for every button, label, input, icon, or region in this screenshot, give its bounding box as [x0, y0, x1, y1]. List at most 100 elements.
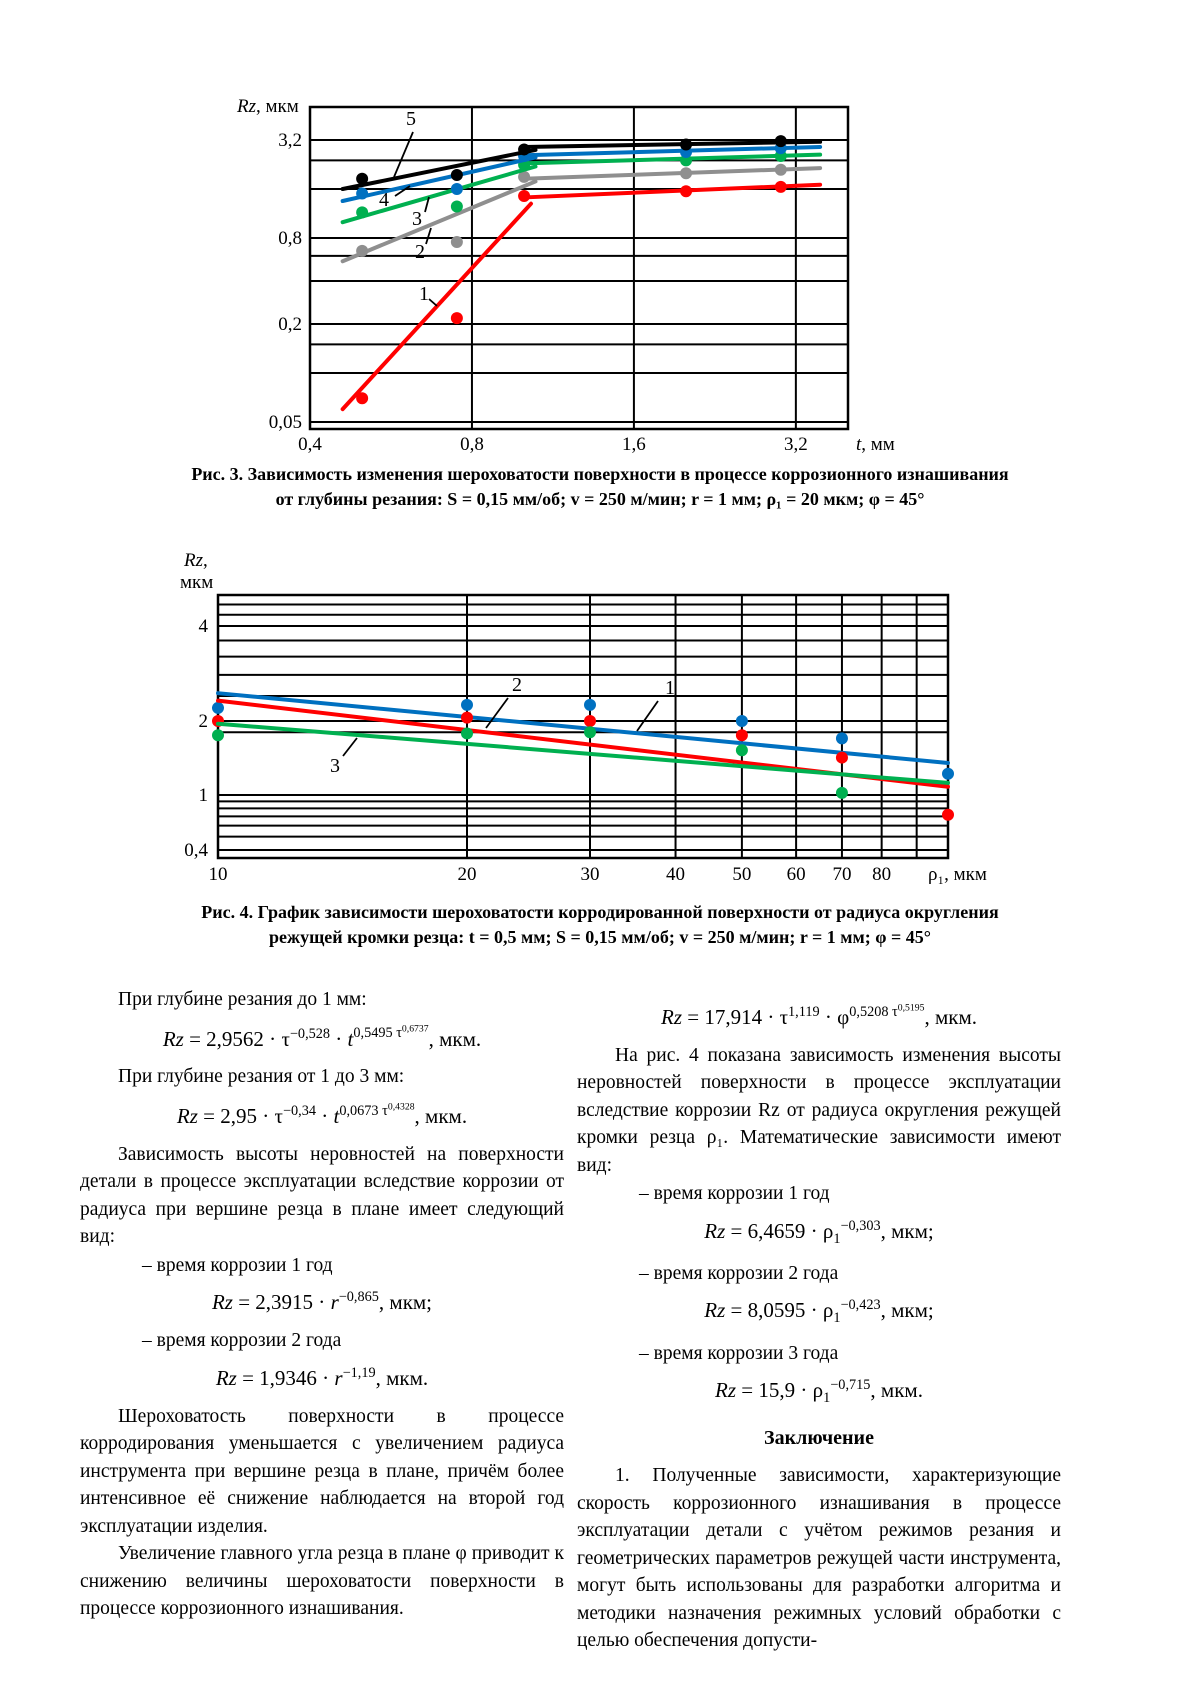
- formula-part: 0,6737: [401, 1023, 429, 1035]
- formula-part: r: [334, 1365, 343, 1390]
- series-5-pointer-line: [393, 131, 414, 178]
- series-2-point: [461, 711, 473, 724]
- formula-part: Rz: [211, 1290, 233, 1314]
- y-tick-label: 0,05: [269, 412, 302, 433]
- formula-rz-depth-1-3mm: Rz = 2,95 · τ−0,34 · t0,0673 τ0,4328, мк…: [80, 1101, 564, 1129]
- right-column: Rz = 17,914 · τ1,119 · φ0,5208 τ0,5195, …: [577, 986, 1061, 1655]
- formula-sub: 1: [833, 1311, 840, 1327]
- formula-sup: 1,119: [788, 1004, 820, 1020]
- figure4-svg: 10 20 30 40 50 60 70 80 4 2 1 0,4 Rz,мкм ρ₁, мкм 2 1 3: [180, 550, 987, 885]
- x-tick-label: 0,8: [460, 434, 484, 455]
- formula-part: 0,4328: [387, 1100, 415, 1112]
- series-4-pointer-label: 4: [379, 189, 389, 211]
- x-tick-label: 10: [209, 864, 228, 885]
- conclusion-heading: Заключение: [764, 1427, 874, 1450]
- series-3-trendline: [522, 152, 823, 166]
- formula-part: 0,0673: [339, 1102, 383, 1119]
- formula-part: −0,715: [830, 1377, 871, 1394]
- x-tick-label: 0,4: [298, 434, 322, 455]
- formula-part: ·: [330, 1026, 348, 1051]
- series-2-trendline: [340, 179, 538, 264]
- series-3-point: [212, 729, 224, 742]
- series-1-trendline: [340, 201, 533, 412]
- formula-part: t: [333, 1103, 340, 1128]
- paragraph: При глубине резания до 1 мм:: [118, 989, 367, 1010]
- formula-rz-rho-year2: Rz = 8,0595 · ρ1−0,423, мкм;: [577, 1297, 1061, 1327]
- series-3-pointer-line: [424, 196, 430, 213]
- formula-sup: −0,423: [840, 1297, 880, 1313]
- formula-part: = 1,9346 ·: [236, 1365, 335, 1390]
- formula-part: 0,5195: [897, 1002, 925, 1013]
- y-tick-label: 0,4: [184, 840, 208, 861]
- series-5-trendline: [340, 147, 538, 191]
- series-1-point: [518, 189, 531, 202]
- formula-part: −0,303: [840, 1217, 881, 1234]
- formula-rz-rho-year3: Rz = 15,9 · ρ1−0,715, мкм.: [577, 1377, 1061, 1407]
- formula-part: 1,119: [788, 1003, 820, 1020]
- series-1-point: [735, 715, 748, 727]
- series-5-point: [518, 143, 531, 156]
- series-4-point: [356, 187, 369, 200]
- formula-sub: 1: [823, 1390, 830, 1406]
- formula-part: = 2,95 ·: [197, 1103, 275, 1128]
- series-3-point: [680, 154, 693, 167]
- formula-part: 1: [833, 1230, 841, 1247]
- figure4-chart: 10 20 30 40 50 60 70 80 4 2 1 0,4 Rz, мкм ρ₁, мкм 2 1 3: [140, 538, 1020, 895]
- series-1-pointer-line: [636, 700, 659, 732]
- series-2-pointer-label: 2: [512, 674, 522, 696]
- formula-part: r: [330, 1290, 339, 1314]
- series-2-point: [450, 236, 463, 249]
- series-3-point: [461, 727, 473, 740]
- formula-part: Rz: [162, 1026, 184, 1051]
- list-item: – время коррозии 1 год: [639, 1183, 830, 1205]
- series-1-point: [212, 701, 224, 714]
- series-2-pointer-label: 2: [415, 241, 425, 263]
- formula-part: = 17,914 ·: [682, 1004, 780, 1029]
- series-1-point: [356, 392, 369, 405]
- formula-sup: 0,5208 τ0,5195: [849, 1002, 925, 1020]
- formula-part: , мкм.: [428, 1026, 482, 1051]
- formula-part: Rz: [704, 1218, 726, 1243]
- y-tick-label: 0,2: [278, 314, 302, 335]
- x-tick-label: 3,2: [784, 434, 808, 455]
- formula-part: τ: [382, 1102, 388, 1119]
- series-1-point: [461, 698, 473, 711]
- formula-sup: −0,528: [290, 1025, 330, 1041]
- formula-part: −0,423: [840, 1297, 881, 1314]
- formula-sup: −0,303: [840, 1218, 880, 1234]
- paragraph: Зависимость высоты неровностей на поверх…: [80, 1143, 564, 1248]
- series-2-point: [584, 715, 596, 727]
- formula-rz-depth-to-1mm: Rz = 2,9562 · τ−0,528 · t0,5495 τ0,6737,…: [80, 1024, 564, 1052]
- formula-part: t: [347, 1026, 354, 1051]
- series-1-point: [680, 185, 693, 198]
- formula-sup: 0,5495 τ0,6737: [353, 1023, 429, 1042]
- series-3-point: [735, 744, 748, 757]
- series-5-point: [680, 138, 693, 151]
- axis-title: ρ₁, мкм: [928, 864, 987, 885]
- x-tick-label: 60: [787, 864, 806, 885]
- series-5-pointer-label: 5: [406, 108, 416, 130]
- formula-part: = 6,4659 ·: [725, 1218, 823, 1243]
- list-item: – время коррозии 2 года: [639, 1262, 839, 1284]
- series-1-point: [835, 732, 848, 745]
- formula-part: τ: [274, 1103, 283, 1128]
- paragraph: На рис. 4 показана зависимость изменения…: [577, 1044, 1061, 1176]
- formula-part: ρ: [822, 1298, 834, 1323]
- formula-part: , мкм.: [375, 1365, 429, 1390]
- list-item: – время коррозии 3 года: [639, 1342, 839, 1364]
- axis-title: Rz, мкм: [236, 96, 299, 117]
- formula-part: ·: [315, 1103, 334, 1128]
- series-1-trendline: [216, 691, 950, 765]
- x-tick-label: 50: [732, 864, 751, 885]
- paragraph: Увеличение главного угла резца в плане φ…: [80, 1543, 564, 1619]
- formula-part: −0,528: [289, 1025, 331, 1042]
- series-1-trendline: [522, 182, 823, 200]
- x-tick-label: 30: [581, 864, 600, 885]
- series-2-point: [735, 729, 748, 742]
- formula-part: Rz: [661, 1004, 682, 1029]
- x-tick-label: 20: [458, 864, 477, 885]
- formula-sup: 0,5195: [898, 1002, 925, 1013]
- formula-part: −1,19: [342, 1364, 376, 1381]
- paragraph: При глубине резания от 1 до 3 мм:: [118, 1066, 405, 1088]
- series-3-trendline: [340, 164, 538, 225]
